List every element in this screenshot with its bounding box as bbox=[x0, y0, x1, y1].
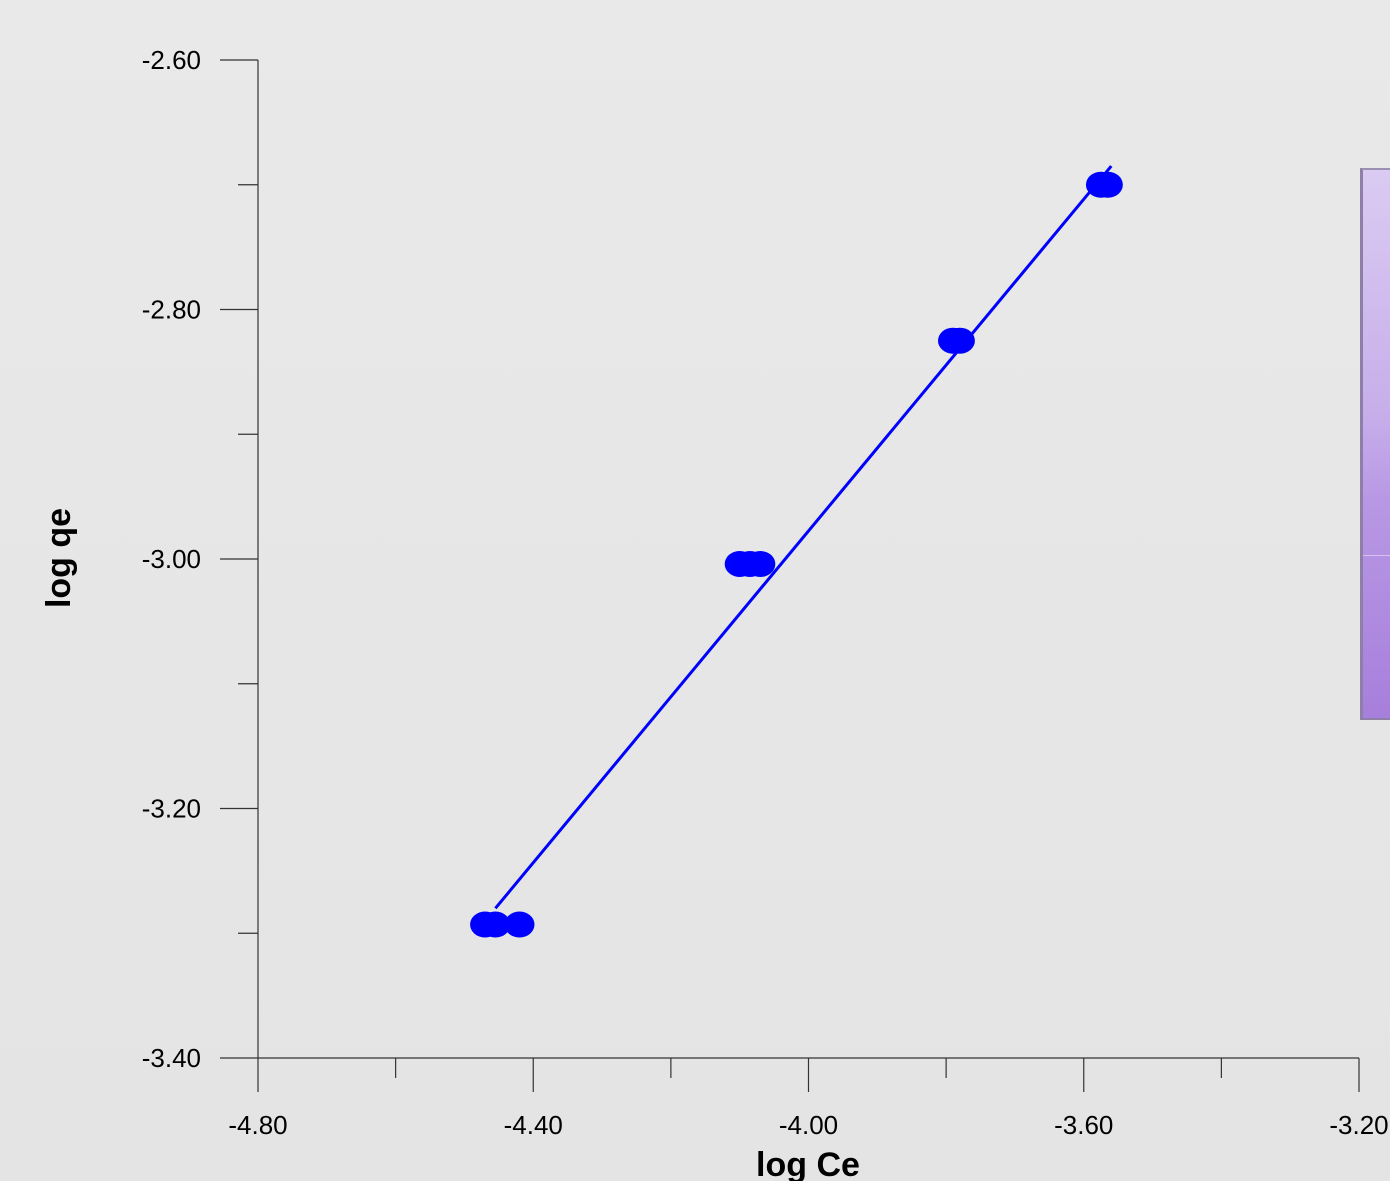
y-tick-label: -3.00 bbox=[142, 544, 201, 574]
y-axis-title: log qe bbox=[40, 508, 78, 608]
data-point bbox=[745, 550, 776, 577]
y-tick-label: -2.80 bbox=[142, 295, 201, 325]
x-axis-title: log Ce bbox=[756, 1146, 860, 1181]
axes bbox=[257, 60, 1359, 1059]
side-panel-divider bbox=[1363, 555, 1390, 556]
x-tick-label: -3.20 bbox=[1329, 1110, 1388, 1140]
y-tick-label: -3.40 bbox=[142, 1043, 201, 1073]
x-tick-label: -3.60 bbox=[1054, 1110, 1113, 1140]
x-tick-label: -4.40 bbox=[504, 1110, 563, 1140]
x-tick-label: -4.00 bbox=[779, 1110, 838, 1140]
data-point bbox=[1092, 171, 1123, 198]
y-tick-label: -2.60 bbox=[142, 45, 201, 75]
data-point bbox=[944, 327, 975, 354]
data-point bbox=[480, 911, 511, 938]
tick-labels: -2.60 -2.80 -3.00 -3.20 -3.40 -4.80 -4.40 -4.00… bbox=[142, 45, 1389, 1140]
data-point bbox=[504, 911, 535, 938]
y-tick-label: -3.20 bbox=[142, 794, 201, 824]
fit-line-group bbox=[494, 165, 1113, 910]
x-tick-label: -4.80 bbox=[228, 1110, 287, 1140]
data-points bbox=[470, 171, 1123, 938]
side-panel bbox=[1360, 168, 1390, 720]
fit-line bbox=[494, 165, 1113, 910]
ticks bbox=[220, 59, 1360, 1092]
